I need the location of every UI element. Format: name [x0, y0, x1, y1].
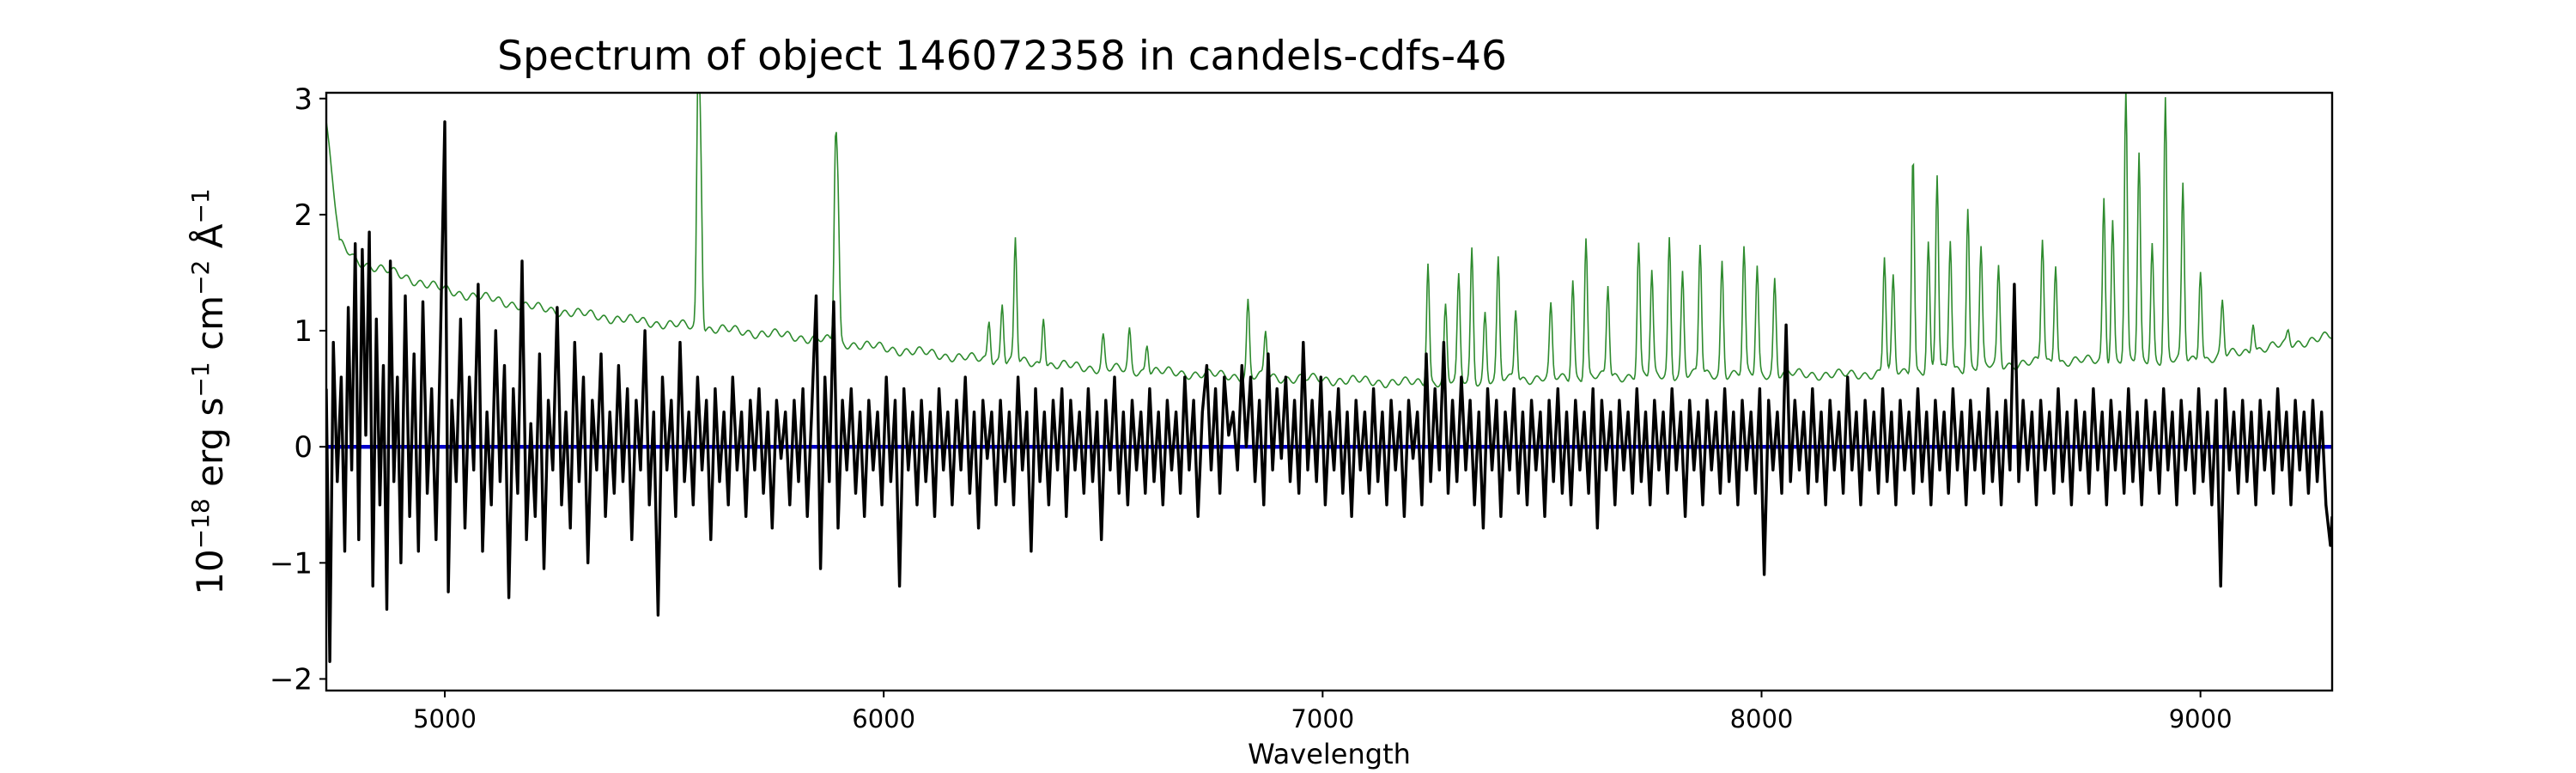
y-tick-label: 0 [294, 430, 313, 465]
x-tick-label: 7000 [1291, 704, 1354, 733]
x-tick-label: 8000 [1730, 704, 1794, 733]
plot-area [325, 91, 2334, 692]
series-layer [326, 93, 2332, 663]
y-tick-label: −1 [270, 546, 313, 581]
x-tick-label: 6000 [852, 704, 915, 733]
x-axis: 5000 6000 7000 8000 9000 [413, 691, 2233, 733]
y-tick-label: −2 [270, 662, 313, 697]
x-tick-label: 5000 [413, 704, 477, 733]
y-tick-label: 1 [294, 314, 313, 349]
y-label-base: 10 [189, 549, 231, 594]
chart-title: Spectrum of object 146072358 in candels-… [497, 33, 1507, 80]
x-tick-label: 9000 [2169, 704, 2233, 733]
y-label-unit3: Å [188, 223, 231, 259]
y-tick-label: 2 [294, 198, 313, 233]
y-label-exp3: −1 [186, 188, 215, 223]
plot-frame [325, 91, 2334, 692]
y-label-unit1: erg s [189, 398, 231, 499]
y-label-exp: −18 [186, 498, 215, 549]
flux-spectrum-line [326, 120, 2332, 663]
y-tick-label: 3 [294, 82, 313, 117]
y-label-exp2: −2 [186, 260, 215, 295]
y-axis-label: 10−18 erg s−1 cm−2 Å−1 [186, 188, 231, 594]
y-label-exp1: −1 [186, 362, 215, 397]
y-axis: −2 −1 0 1 2 3 [270, 82, 326, 697]
x-axis-label: Wavelength [1248, 738, 1411, 770]
y-label-unit2: cm [189, 295, 231, 362]
error-spectrum-line [326, 93, 2332, 389]
